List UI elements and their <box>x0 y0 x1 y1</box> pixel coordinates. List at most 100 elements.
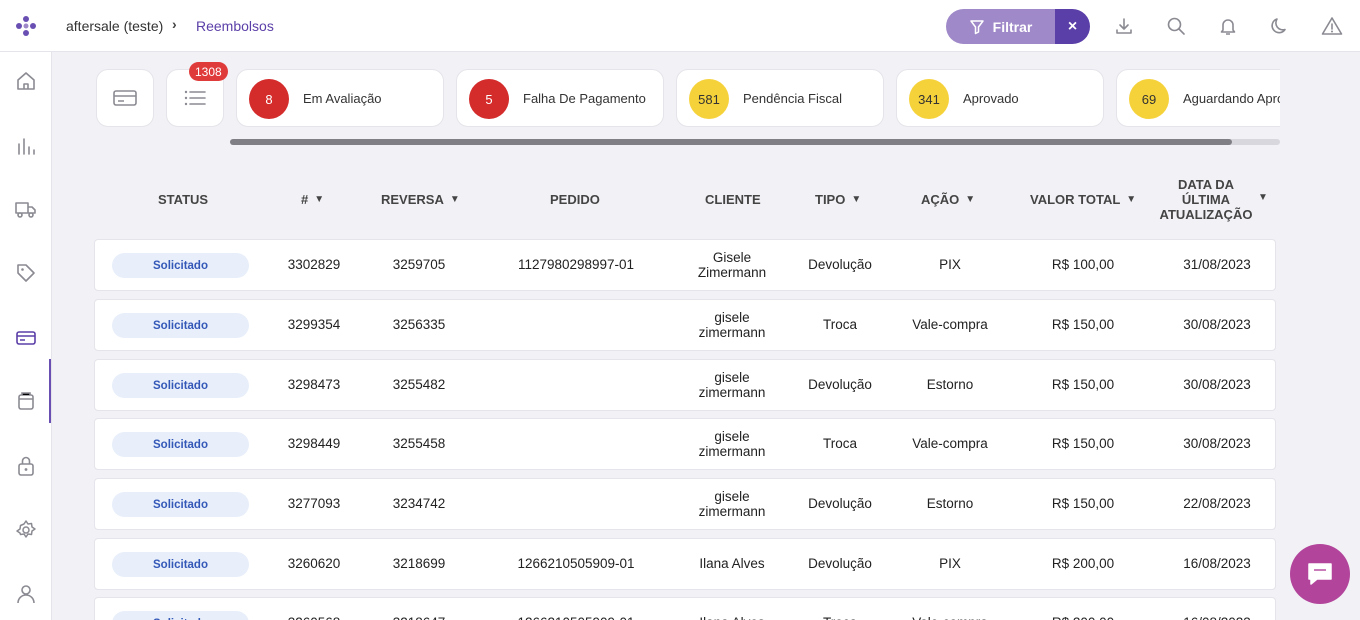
top-bar: aftersale (teste) › Reembolsos Filtrar × <box>0 0 1360 52</box>
download-icon[interactable] <box>1112 14 1136 38</box>
cell-cliente: gisele zimermann <box>662 370 802 400</box>
status-badge: Solicitado <box>112 492 249 517</box>
breadcrumb-app[interactable]: aftersale (teste) <box>66 18 164 34</box>
table-row[interactable]: Solicitado 3302829 3259705 1127980298997-01… <box>94 239 1276 291</box>
cliente-line: zimermann <box>698 504 766 519</box>
card-view-button[interactable] <box>96 69 154 127</box>
status-card-label: Em Avaliação <box>303 91 382 106</box>
cell-valor-total: R$ 150,00 <box>1051 496 1115 511</box>
column-header-data[interactable]: DATA DA ÚLTIMA ATUALIZAÇÃO <box>1159 177 1253 222</box>
list-count-badge: 1308 <box>189 62 228 81</box>
truck-icon[interactable] <box>12 195 40 223</box>
cell-acao: PIX <box>939 257 961 272</box>
cell-tipo: Devolução <box>808 377 872 392</box>
cell-data: 30/08/2023 <box>1183 377 1251 392</box>
table-row[interactable]: Solicitado 3298473 3255482 Devolução Estorno… <box>94 359 1276 411</box>
cell-cliente: gisele zimermann <box>662 310 802 340</box>
status-card-label: Falha De Pagamento <box>523 91 646 106</box>
cell-acao: Estorno <box>926 377 974 392</box>
column-header-valor-total[interactable]: VALOR TOTAL ▼ <box>1030 192 1137 207</box>
cell-data: 16/08/2023 <box>1183 556 1251 571</box>
status-badge: Solicitado <box>112 611 249 620</box>
table-row[interactable]: Solicitado326056832186471266210505909-01… <box>94 597 1276 620</box>
column-header-tipo[interactable]: TIPO ▼ <box>815 192 862 207</box>
cell-tipo: Troca <box>822 436 857 451</box>
table-row[interactable]: Solicitado 3298449 3255458 Troca Vale-compra… <box>94 418 1276 470</box>
cell-data: 30/08/2023 <box>1183 317 1251 332</box>
box-icon[interactable] <box>12 387 40 415</box>
cell-acao: Estorno <box>926 496 974 511</box>
cell-valor-total: R$ 200,00 <box>1051 556 1115 571</box>
cell-valor-total: R$ 150,00 <box>1051 436 1115 451</box>
cliente-line: zimermann <box>698 325 766 340</box>
status-card-aguardando-aprovacao[interactable]: 69 Aguardando Aprovação <box>1116 69 1280 127</box>
status-badge: Solicitado <box>112 432 249 457</box>
status-badge: Solicitado <box>112 313 249 338</box>
search-icon[interactable] <box>1164 14 1188 38</box>
status-card-label: Pendência Fiscal <box>743 91 842 106</box>
user-icon[interactable] <box>12 580 40 608</box>
cell-reversa: 3259705 <box>392 257 446 272</box>
tag-icon[interactable] <box>12 259 40 287</box>
filter-control: Filtrar × <box>946 9 1090 44</box>
app-logo-icon[interactable] <box>14 14 38 38</box>
credit-card-icon <box>113 90 137 106</box>
chart-icon[interactable] <box>12 132 40 160</box>
status-count-badge: 69 <box>1129 79 1169 119</box>
cards-scrollbar-thumb[interactable] <box>230 139 1232 145</box>
column-header-status: STATUS <box>158 192 209 207</box>
cell-id: 3298473 <box>287 377 341 392</box>
cliente-line: zimermann <box>698 444 766 459</box>
cell-acao: PIX <box>939 556 961 571</box>
lock-icon[interactable] <box>12 452 40 480</box>
bell-icon[interactable] <box>1216 14 1240 38</box>
table-row[interactable]: Solicitado 3277093 3234742 Devolução Estorno… <box>94 478 1276 530</box>
alert-icon[interactable] <box>1320 14 1344 38</box>
chevron-down-icon: ▼ <box>965 194 976 205</box>
chat-icon <box>1308 563 1332 585</box>
table-row[interactable]: Solicitado 3299354 3256335 Troca Vale-compra… <box>94 299 1276 351</box>
filter-button[interactable]: Filtrar <box>946 9 1055 44</box>
sidebar-active-indicator <box>49 359 51 423</box>
cell-reversa: 3256335 <box>392 317 446 332</box>
chevron-down-icon[interactable]: ▼ <box>1258 192 1268 203</box>
table-row[interactable]: Solicitado 3260620 3218699 1266210505909-01… <box>94 538 1276 590</box>
column-header-pedido: PEDIDO <box>550 192 600 207</box>
cell-pedido: 1266210505909-01 <box>517 556 635 571</box>
cliente-line: gisele <box>714 370 750 385</box>
status-count-badge: 341 <box>909 79 949 119</box>
status-badge: Solicitado <box>112 253 249 278</box>
cell-valor-total: R$ 200,00 <box>1003 615 1163 620</box>
cell-reversa: 3218699 <box>392 556 446 571</box>
column-header-reversa[interactable]: REVERSA ▼ <box>381 192 460 207</box>
credit-card-icon[interactable] <box>12 324 40 352</box>
cell-data: 31/08/2023 <box>1183 257 1251 272</box>
home-icon[interactable] <box>12 67 40 95</box>
cell-cliente: gisele zimermann <box>662 489 802 519</box>
chat-button[interactable] <box>1290 544 1350 604</box>
cliente-line: zimermann <box>698 385 766 400</box>
status-count-badge: 581 <box>689 79 729 119</box>
clear-filter-button[interactable]: × <box>1055 9 1090 44</box>
cell-pedido: 1266210505909-01 <box>496 615 656 620</box>
column-header-id[interactable]: # ▼ <box>301 192 325 207</box>
cell-cliente: Ilana Alves <box>662 556 802 571</box>
cell-id: 3277093 <box>287 496 341 511</box>
breadcrumb-separator: › <box>172 16 177 32</box>
status-card-em-avaliacao[interactable]: 8 Em Avaliação <box>236 69 444 127</box>
column-header-acao[interactable]: AÇÃO ▼ <box>921 192 976 207</box>
status-card-pendencia-fiscal[interactable]: 581 Pendência Fiscal <box>676 69 884 127</box>
cell-id: 3302829 <box>287 257 341 272</box>
status-card-falha-pagamento[interactable]: 5 Falha De Pagamento <box>456 69 664 127</box>
breadcrumb-current[interactable]: Reembolsos <box>196 18 274 34</box>
settings-icon[interactable] <box>12 516 40 544</box>
cell-cliente: Ilana Alves <box>662 615 802 620</box>
status-count-badge: 5 <box>469 79 509 119</box>
moon-icon[interactable] <box>1268 14 1292 38</box>
column-header-cliente: CLIENTE <box>705 192 761 207</box>
chevron-down-icon: ▼ <box>1126 194 1137 205</box>
cell-valor-total: R$ 100,00 <box>1051 257 1115 272</box>
cell-reversa: 3255458 <box>392 436 446 451</box>
status-card-aprovado[interactable]: 341 Aprovado <box>896 69 1104 127</box>
cell-id: 3298449 <box>287 436 341 451</box>
